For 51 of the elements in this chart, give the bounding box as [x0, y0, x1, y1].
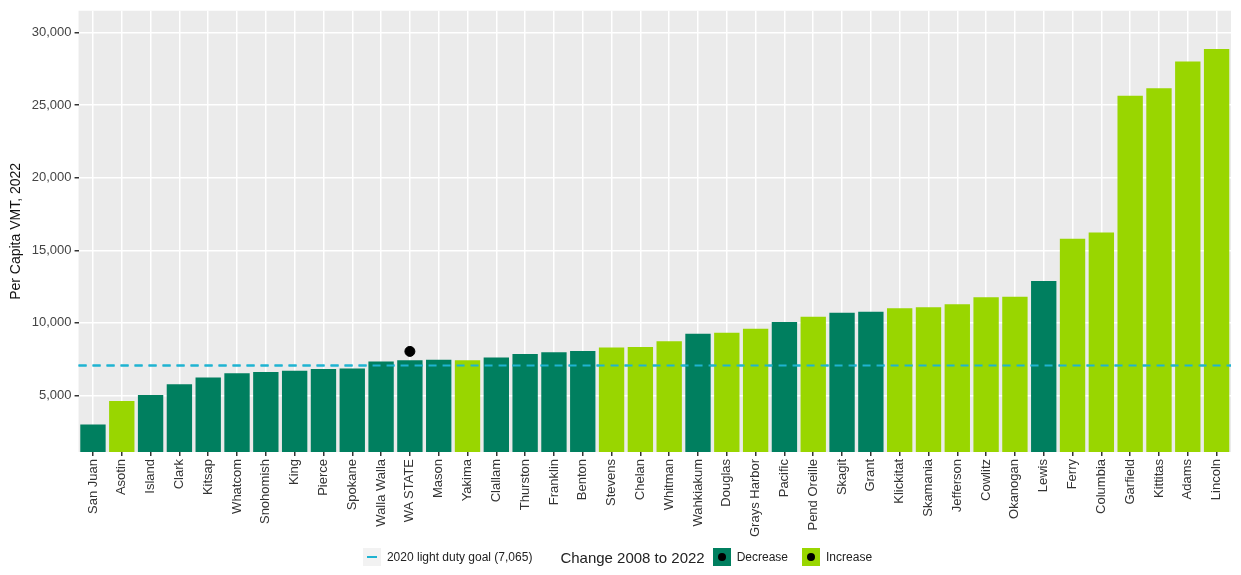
y-tick-label: 20,000 — [31, 169, 72, 185]
x-tick-label: Whitman — [660, 458, 676, 511]
legend-title: Change 2008 to 2022 — [560, 548, 705, 566]
x-tick-label: Mason — [430, 458, 446, 499]
x-tick-label: Douglas — [718, 458, 734, 507]
y-tick-label: 5,000 — [39, 386, 72, 402]
x-tick-label: WA STATE — [401, 458, 417, 523]
x-tick-label: Yakima — [459, 458, 475, 502]
x-tick-label: Lincoln — [1208, 458, 1224, 501]
x-tick-label: Franklin — [545, 458, 561, 506]
x-tick-label: Grant — [862, 458, 878, 492]
x-tick-label: Clark — [170, 458, 186, 490]
x-tick-label: Kitsap — [199, 458, 215, 496]
x-tick-label: Walla Walla — [372, 458, 388, 527]
x-tick-label: Stevens — [603, 458, 619, 506]
x-tick-label: Pacific — [776, 458, 792, 498]
x-tick-label: Skagit — [833, 458, 849, 496]
y-tick-label: 10,000 — [31, 314, 72, 330]
legend-label: 2020 light duty goal (7,065) — [386, 550, 533, 564]
x-tick-label: Jefferson — [948, 458, 964, 513]
x-tick-label: Snohomish — [257, 458, 273, 525]
x-tick-label: Pierce — [315, 458, 331, 496]
x-tick-label: Benton — [574, 458, 590, 501]
x-tick-label: Cowlitz — [977, 458, 993, 501]
x-tick-label: Spokane — [343, 458, 359, 511]
x-tick-label: King — [286, 458, 302, 486]
x-tick-label: San Juan — [84, 458, 100, 514]
x-tick-label: Okanogan — [1006, 458, 1022, 519]
x-tick-label: Columbia — [1092, 458, 1108, 514]
x-tick-label: Island — [142, 458, 158, 494]
x-tick-label: Garfield — [1121, 458, 1137, 505]
y-axis-title: Per Capita VMT, 2022 — [7, 162, 24, 300]
x-tick-label: Pend Oreille — [804, 458, 820, 531]
x-tick-label: Chelan — [631, 458, 647, 501]
y-tick-label: 15,000 — [31, 241, 72, 257]
x-tick-label: Asotin — [113, 458, 129, 496]
legend-label: Decrease — [736, 550, 789, 564]
x-tick-label: Klickitat — [891, 458, 907, 504]
x-tick-label: Whatcom — [228, 458, 244, 514]
x-tick-label: Lewis — [1035, 458, 1051, 493]
x-tick-label: Adams — [1179, 458, 1195, 500]
y-tick-label: 30,000 — [31, 24, 72, 40]
x-tick-label: Wahkiakum — [689, 458, 705, 527]
x-tick-label: Ferry — [1064, 458, 1080, 490]
x-tick-label: Kittitas — [1150, 458, 1166, 498]
legend-label: Increase — [826, 550, 873, 564]
x-tick-label: Clallam — [487, 458, 503, 503]
x-tick-label: Grays Harbor — [747, 458, 763, 538]
x-tick-label: Skamania — [920, 458, 936, 517]
x-tick-label: Thurston — [516, 458, 532, 511]
y-tick-label: 25,000 — [31, 96, 72, 112]
